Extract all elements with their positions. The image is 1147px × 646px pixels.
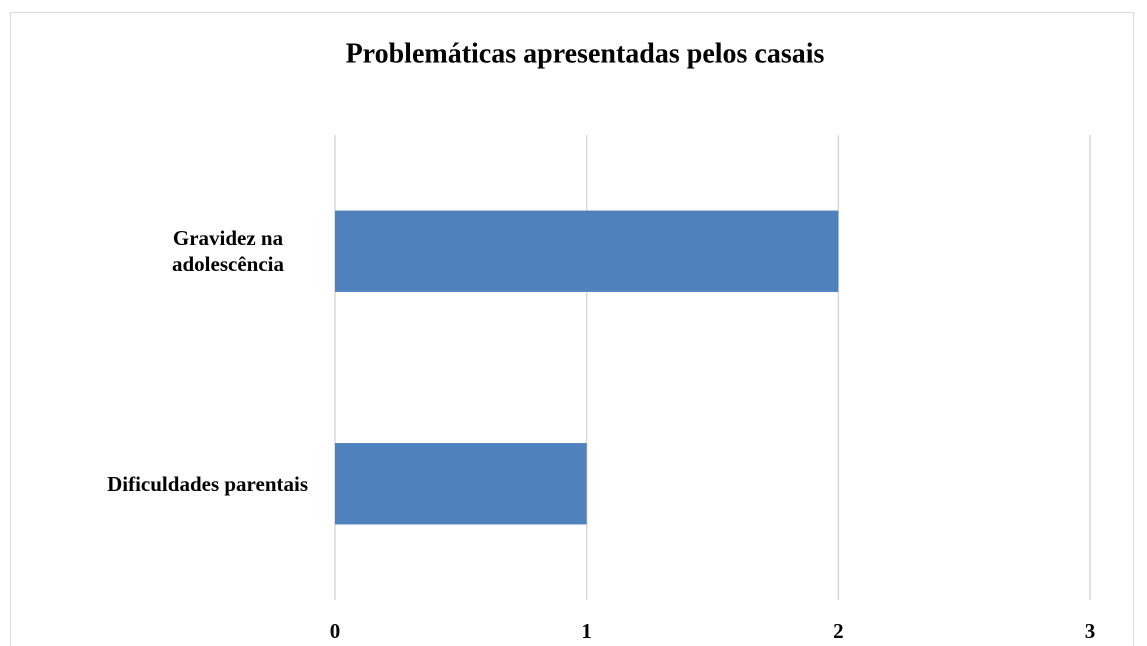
bar <box>335 210 839 292</box>
x-tick-label: 0 <box>330 619 341 643</box>
y-tick-label: Gravidez na adolescência <box>172 226 284 277</box>
chart-frame <box>10 12 1134 646</box>
x-tick-label: 2 <box>833 619 844 643</box>
x-tick-label: 3 <box>1085 619 1096 643</box>
y-tick-label: Dificuldades parentais <box>107 471 308 496</box>
x-tick-label: 1 <box>581 619 592 643</box>
bar <box>335 443 587 525</box>
chart-title: Problemáticas apresentadas pelos casais <box>346 38 825 69</box>
